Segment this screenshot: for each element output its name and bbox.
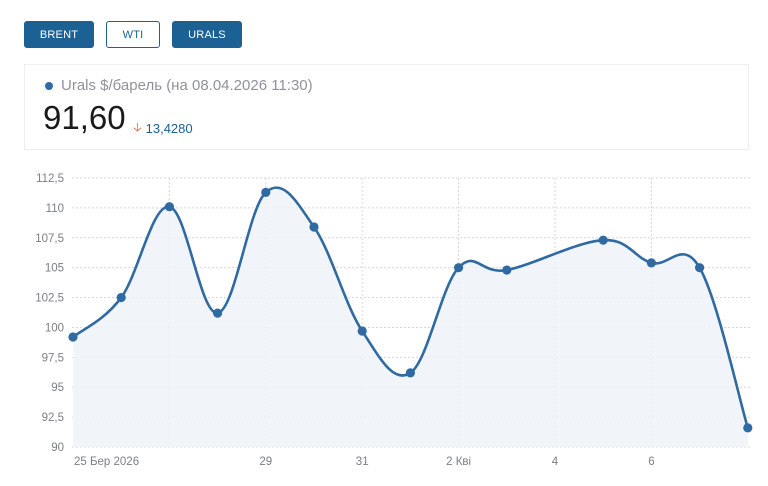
y-tick-label: 110 <box>46 203 64 215</box>
chart-area-layer <box>73 187 748 447</box>
tab-wti[interactable]: WTI <box>106 21 160 48</box>
y-tick-label: 112,5 <box>36 173 64 185</box>
x-tick-label: 2 Кві <box>446 456 471 468</box>
x-tick-label: 6 <box>648 456 654 468</box>
tab-urals[interactable]: URALS <box>172 21 242 48</box>
current-price: 91,60 <box>43 99 126 136</box>
instrument-tabs: BRENT WTI URALS <box>24 21 242 48</box>
y-axis-ticks: 112,5 110 107,5 105 102,5 100 97,5 95 92,5 90 <box>35 173 64 454</box>
x-tick-label: 25 Бер 2026 <box>74 456 139 468</box>
data-point[interactable] <box>68 332 78 342</box>
data-point[interactable] <box>743 423 753 433</box>
x-tick-label: 31 <box>356 456 369 468</box>
price-chart: 112,5 110 107,5 105 102,5 100 97,5 95 92,5 90 25 … <box>35 173 753 468</box>
data-point[interactable] <box>646 258 657 268</box>
data-point[interactable] <box>164 202 174 212</box>
y-tick-label: 107,5 <box>35 233 64 245</box>
x-tick-label: 29 <box>259 456 272 468</box>
data-point[interactable] <box>454 263 464 273</box>
series-dot-icon <box>45 81 53 90</box>
data-point[interactable] <box>405 368 415 378</box>
data-point[interactable] <box>261 187 271 197</box>
x-tick-label: 4 <box>552 456 559 468</box>
data-point[interactable] <box>213 308 223 318</box>
y-tick-label: 95 <box>51 382 64 394</box>
data-point[interactable] <box>116 292 126 303</box>
tab-brent[interactable]: BRENT <box>24 21 94 48</box>
price-change: 🡣 13,4280 <box>133 118 193 139</box>
data-point[interactable] <box>357 326 367 336</box>
data-point[interactable] <box>598 235 608 245</box>
quote-title: Urals $/барель (на 08.04.2026 11:30) <box>61 77 313 94</box>
x-axis-ticks: 25 Бер 2026 29 31 2 Кві 4 6 <box>74 456 655 468</box>
arrow-down-icon: 🡣 <box>133 120 142 134</box>
price-change-value: 13,4280 <box>145 121 193 136</box>
series-area <box>73 187 748 447</box>
y-tick-label: 105 <box>45 263 64 275</box>
series-legend: Urals $/барель (на 08.04.2026 11:30) <box>45 77 313 94</box>
quote-card: Urals $/барель (на 08.04.2026 11:30) 91,… <box>24 64 749 150</box>
y-tick-label: 100 <box>45 322 64 334</box>
data-point[interactable] <box>502 265 512 275</box>
y-tick-label: 97,5 <box>42 352 64 364</box>
y-tick-label: 102,5 <box>35 293 64 305</box>
data-point[interactable] <box>309 222 319 232</box>
y-tick-label: 92,5 <box>42 412 64 424</box>
y-tick-label: 90 <box>51 442 64 454</box>
data-point[interactable] <box>695 263 705 273</box>
chart-points <box>68 187 753 433</box>
